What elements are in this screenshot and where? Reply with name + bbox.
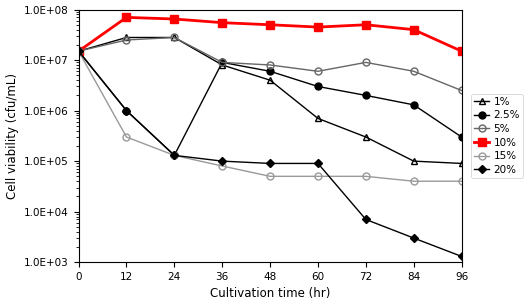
2.5% bbox=[315, 85, 321, 88]
20% bbox=[171, 154, 178, 157]
2.5% bbox=[363, 94, 369, 97]
2.5% bbox=[123, 109, 130, 112]
1% bbox=[219, 63, 225, 67]
15% bbox=[363, 174, 369, 178]
5% bbox=[267, 63, 273, 67]
Line: 10%: 10% bbox=[75, 13, 466, 55]
1% bbox=[123, 36, 130, 39]
10% bbox=[363, 23, 369, 27]
5% bbox=[459, 89, 465, 92]
10% bbox=[315, 25, 321, 29]
5% bbox=[315, 69, 321, 73]
5% bbox=[363, 61, 369, 64]
1% bbox=[76, 49, 82, 53]
X-axis label: Cultivation time (hr): Cultivation time (hr) bbox=[210, 287, 330, 300]
Legend: 1%, 2.5%, 5%, 10%, 15%, 20%: 1%, 2.5%, 5%, 10%, 15%, 20% bbox=[471, 94, 523, 178]
2.5% bbox=[459, 135, 465, 139]
10% bbox=[411, 28, 417, 32]
15% bbox=[267, 174, 273, 178]
15% bbox=[219, 164, 225, 168]
Line: 1%: 1% bbox=[75, 34, 465, 167]
10% bbox=[123, 16, 130, 19]
20% bbox=[76, 49, 82, 53]
20% bbox=[315, 162, 321, 165]
1% bbox=[267, 78, 273, 82]
20% bbox=[363, 218, 369, 221]
1% bbox=[363, 135, 369, 139]
1% bbox=[411, 159, 417, 163]
2.5% bbox=[219, 61, 225, 64]
10% bbox=[219, 21, 225, 24]
Line: 5%: 5% bbox=[75, 34, 465, 94]
5% bbox=[171, 36, 178, 39]
10% bbox=[76, 49, 82, 53]
Line: 15%: 15% bbox=[75, 48, 465, 185]
15% bbox=[459, 179, 465, 183]
15% bbox=[315, 174, 321, 178]
5% bbox=[76, 49, 82, 53]
Y-axis label: Cell viability (cfu/mL): Cell viability (cfu/mL) bbox=[6, 73, 19, 199]
1% bbox=[171, 36, 178, 39]
20% bbox=[459, 255, 465, 258]
10% bbox=[171, 17, 178, 21]
15% bbox=[123, 135, 130, 139]
15% bbox=[171, 154, 178, 157]
2.5% bbox=[267, 69, 273, 73]
15% bbox=[76, 49, 82, 53]
10% bbox=[459, 49, 465, 53]
2.5% bbox=[411, 103, 417, 107]
5% bbox=[411, 69, 417, 73]
2.5% bbox=[171, 154, 178, 157]
2.5% bbox=[76, 49, 82, 53]
20% bbox=[411, 236, 417, 240]
5% bbox=[219, 61, 225, 64]
1% bbox=[459, 162, 465, 165]
1% bbox=[315, 117, 321, 120]
Line: 20%: 20% bbox=[76, 48, 464, 259]
5% bbox=[123, 38, 130, 42]
20% bbox=[267, 162, 273, 165]
15% bbox=[411, 179, 417, 183]
20% bbox=[219, 159, 225, 163]
20% bbox=[123, 109, 130, 112]
Line: 2.5%: 2.5% bbox=[75, 48, 465, 159]
10% bbox=[267, 23, 273, 27]
